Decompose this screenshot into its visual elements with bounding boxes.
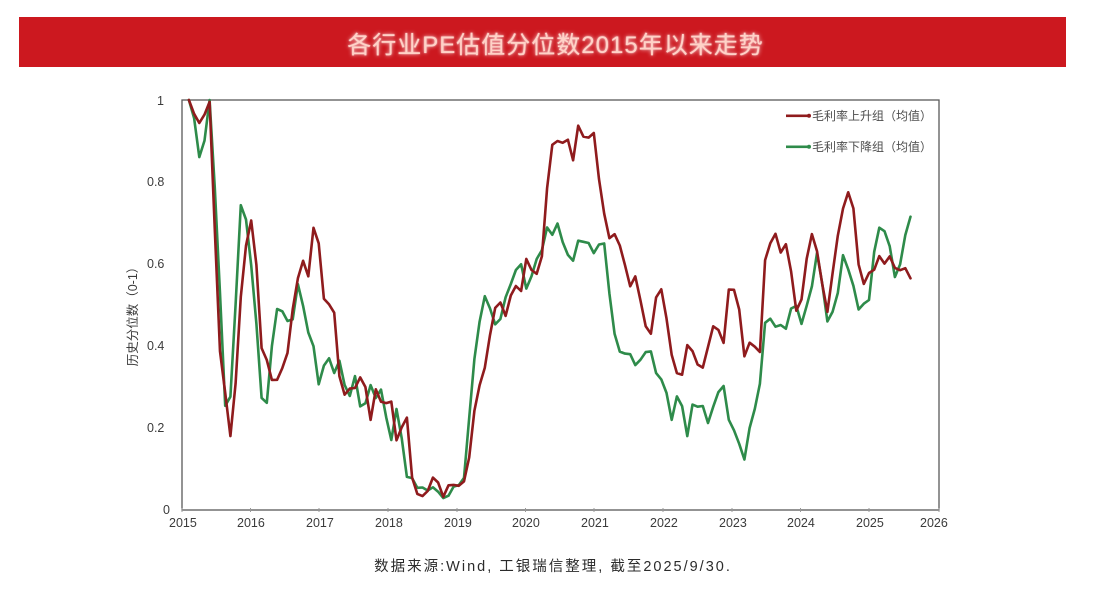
svg-text:毛利率下降组（均值）: 毛利率下降组（均值） <box>812 139 932 154</box>
svg-text:毛利率上升组（均值）: 毛利率上升组（均值） <box>812 108 932 123</box>
